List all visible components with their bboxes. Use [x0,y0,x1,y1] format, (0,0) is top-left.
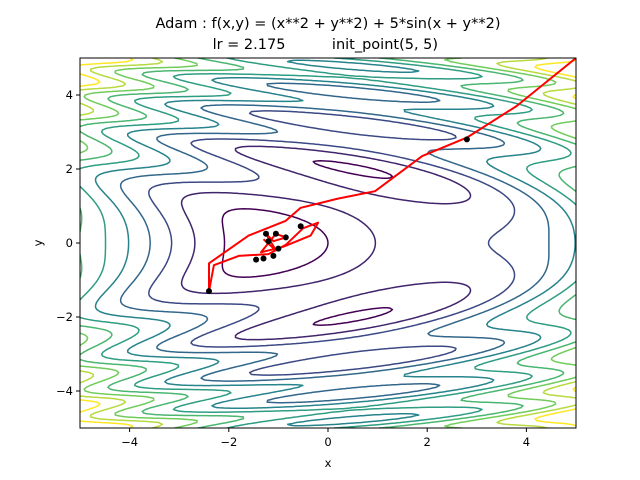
path-marker-4 [260,255,267,262]
chart-title-init-point: init_point(5, 5) [332,37,438,53]
chart-title-line1: Adam : f(x,y) = (x**2 + y**2) + 5*sin(x … [155,16,500,32]
optimizer-path-layer [206,58,576,295]
contour-level-15 [119,82,550,404]
contour-level-45 [80,58,576,428]
path-marker-5 [270,252,277,259]
y-axis-label: y [31,239,45,246]
contour-level-20 [94,59,576,427]
y-tick-label: 0 [66,236,73,250]
path-marker-10 [282,234,289,241]
path-marker-2 [297,223,304,230]
path-marker-7 [265,238,272,245]
path-marker-9 [272,230,279,237]
x-tick-label: 0 [324,435,331,449]
optimizer-path [208,58,576,293]
x-tick-label: −4 [121,435,138,449]
path-marker-6 [275,245,282,252]
axis-ticks: −4 −2 0 2 4 −4 −2 0 2 4 [56,88,530,449]
y-tick-label: 4 [66,88,73,102]
chart-title-lr: lr = 2.175 [213,37,286,53]
contour-level-10 [148,110,516,376]
path-marker-0 [463,136,470,143]
path-marker-1 [206,288,212,295]
x-tick-label: −2 [220,435,237,449]
path-marker-3 [253,256,260,263]
contour-lines [80,58,576,428]
path-marker-8 [263,230,269,237]
x-tick-label: 2 [424,435,431,449]
x-tick-label: 4 [523,435,530,449]
contour-level-0 [221,160,394,326]
y-tick-label: 2 [66,162,73,176]
contour-level-5 [180,145,472,341]
y-tick-label: −4 [56,384,73,398]
x-axis-label: x [325,456,332,470]
y-tick-label: −2 [56,310,73,324]
